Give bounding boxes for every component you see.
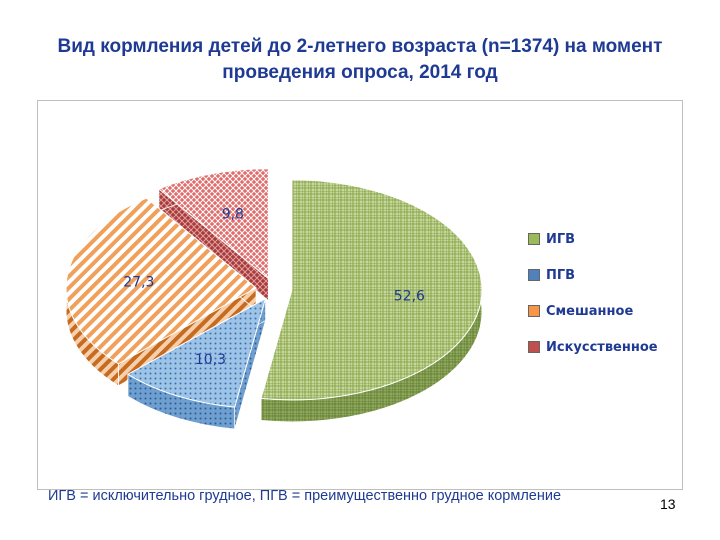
chart-area: 52,6 10,3 27,3 9,8 ИГВ ПГВ Смешанное Искусс… [37, 100, 683, 490]
chart-legend: ИГВ ПГВ Смешанное Искусственное [528, 231, 658, 375]
slide-title: Вид кормления детей до 2-летнего возраст… [57, 36, 663, 83]
data-label-igv: 52,6 [394, 288, 425, 304]
pie-slice-top [260, 179, 483, 401]
pie-slice-pgv [126, 297, 267, 430]
data-label-mixed: 27,3 [123, 274, 154, 290]
legend-label: ПГВ [546, 267, 576, 283]
pie-slice-mixed [65, 197, 257, 387]
pie-slice-top [157, 168, 270, 280]
pie-slice-artificial [157, 168, 270, 302]
legend-swatch-pgv [528, 269, 540, 281]
legend-swatch-igv [528, 233, 540, 245]
legend-item: ПГВ [528, 267, 658, 283]
pie-slice-top [65, 197, 257, 365]
page-number: 13 [660, 496, 676, 512]
pie-slice-igv [260, 179, 483, 423]
legend-swatch-mixed [528, 305, 540, 317]
legend-swatch-artificial [528, 341, 540, 353]
legend-item: Смешанное [528, 303, 658, 319]
pie-slice-top [126, 297, 267, 408]
legend-label: Смешанное [546, 303, 634, 319]
legend-item: Искусственное [528, 339, 658, 355]
legend-item: ИГВ [528, 231, 658, 247]
data-label-artificial: 9,8 [222, 207, 244, 223]
legend-label: Искусственное [546, 339, 658, 355]
pie-chart: 52,6 10,3 27,3 9,8 [65, 168, 483, 430]
data-label-pgv: 10,3 [195, 352, 226, 368]
legend-label: ИГВ [546, 231, 576, 247]
footnote: ИГВ = исключительно грудное, ПГВ = преим… [48, 488, 562, 504]
